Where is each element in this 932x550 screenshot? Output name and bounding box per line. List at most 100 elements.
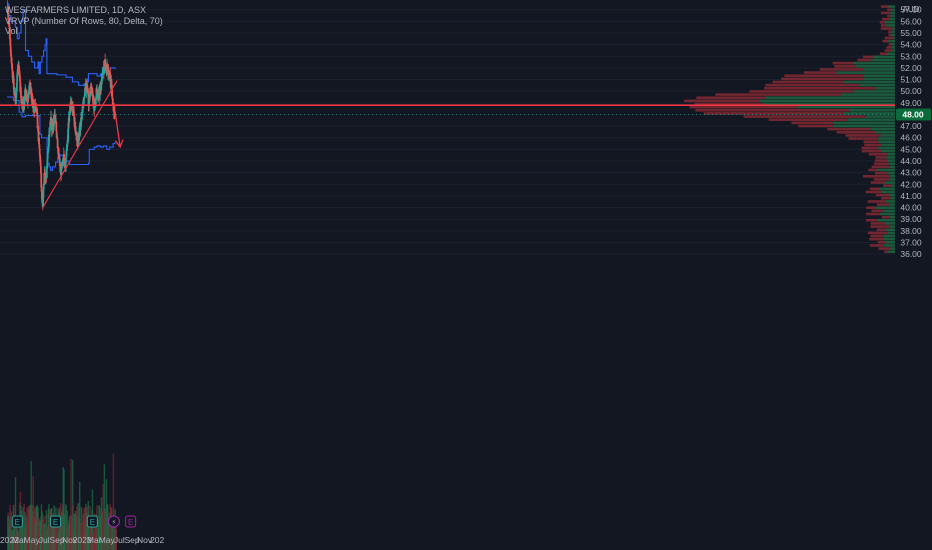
volume-profile-bar-down bbox=[715, 93, 841, 96]
volume-profile-bar-down bbox=[866, 206, 877, 210]
volume-profile-bar-up bbox=[875, 86, 895, 90]
candle-body bbox=[19, 87, 22, 98]
volume-profile-bar-down bbox=[857, 58, 871, 62]
trendline[interactable] bbox=[42, 80, 118, 208]
volume-profile-bar-up bbox=[882, 234, 895, 238]
candle-body bbox=[94, 98, 97, 105]
volume-profile-bar-up bbox=[877, 168, 895, 172]
down-arrow-line[interactable] bbox=[114, 110, 121, 148]
price-tick-label: 56.00 bbox=[900, 16, 922, 26]
volume-bar bbox=[103, 464, 106, 550]
earnings-icon[interactable] bbox=[125, 515, 137, 528]
volume-profile-bar-down bbox=[870, 234, 883, 238]
volume-profile-bar-down bbox=[864, 143, 882, 147]
volume-profile-bar-up bbox=[888, 171, 895, 175]
volume-bar bbox=[29, 504, 32, 550]
earnings-label: E bbox=[128, 518, 133, 527]
volume-profile-bar-up bbox=[891, 46, 895, 49]
candle-body bbox=[18, 65, 20, 72]
volume-profile-bar-down bbox=[863, 140, 879, 144]
volume-bar bbox=[105, 479, 108, 550]
volume-profile-bar-down bbox=[879, 20, 885, 24]
volume-profile-bar-down bbox=[880, 11, 890, 15]
volume-bar bbox=[95, 515, 97, 550]
time-tick-label: Jul bbox=[39, 535, 50, 545]
volume-profile-bar-down bbox=[781, 77, 864, 81]
volume-profile-bar-down bbox=[836, 130, 876, 134]
indicator-label[interactable]: VRVP (Number Of Rows, 80, Delta, 70) bbox=[5, 15, 163, 26]
volume-bar bbox=[115, 529, 118, 550]
volume-profile-bar-up bbox=[877, 218, 895, 222]
volume-profile-bar-down bbox=[882, 17, 891, 21]
dividend-icon[interactable] bbox=[107, 515, 120, 528]
volume-profile-bar-down bbox=[877, 240, 886, 244]
earnings-icon[interactable] bbox=[11, 515, 23, 528]
volume-profile-bar-down bbox=[819, 68, 864, 71]
volume-profile-bar-down bbox=[874, 162, 889, 166]
volume-profile-bar-down bbox=[869, 244, 884, 247]
volume-profile-bar-up bbox=[892, 8, 895, 12]
volume-profile-bar-down bbox=[845, 134, 881, 137]
price-tick-label: 43.00 bbox=[900, 168, 922, 178]
volume-bar bbox=[101, 511, 104, 550]
price-axis[interactable] bbox=[895, 0, 932, 550]
price-tick-label: 45.00 bbox=[900, 144, 922, 154]
volume-profile-bar-up bbox=[887, 52, 895, 56]
volume-profile-bar-up bbox=[889, 11, 895, 15]
volume-profile-bar-down bbox=[874, 159, 888, 162]
volume-bar bbox=[13, 516, 15, 550]
volume-profile-bar-up bbox=[875, 130, 895, 134]
candle-body bbox=[12, 78, 15, 90]
volume-profile-bar-up bbox=[890, 225, 895, 228]
volume-profile-bar-up bbox=[766, 96, 895, 100]
volume-bar bbox=[70, 458, 72, 550]
price-tick-label: 37.00 bbox=[900, 238, 922, 248]
candle-body bbox=[79, 126, 82, 131]
volume-profile-bar-down bbox=[703, 112, 844, 115]
candle-body bbox=[53, 115, 56, 122]
volume-profile-bar-down bbox=[886, 46, 892, 49]
volume-profile-bar-up bbox=[888, 5, 895, 8]
volume-profile-bar-down bbox=[887, 8, 893, 12]
volume-profile-bar-down bbox=[876, 203, 889, 206]
volume-profile-bar-down bbox=[772, 80, 844, 84]
symbol-title[interactable]: WESFARMERS LIMITED, 1D, ASX bbox=[5, 5, 147, 15]
volume-bar bbox=[102, 483, 104, 550]
volume-label[interactable]: Vol bbox=[5, 26, 18, 36]
volume-bar bbox=[112, 453, 115, 550]
volume-profile-bar-up bbox=[890, 14, 895, 18]
earnings-label: E bbox=[15, 518, 20, 527]
candle-body bbox=[47, 145, 50, 149]
volume-profile-bar-down bbox=[887, 14, 891, 18]
volume-profile-bar-up bbox=[843, 112, 895, 115]
earnings-icon[interactable] bbox=[50, 515, 62, 528]
volume-profile-bar-up bbox=[884, 20, 895, 24]
price-tick-label: 49.00 bbox=[900, 98, 922, 108]
earnings-icon[interactable] bbox=[86, 515, 98, 528]
candle-body bbox=[73, 116, 76, 123]
candle-body bbox=[68, 113, 71, 122]
volume-profile-bar-up bbox=[891, 30, 895, 34]
volume-profile-bar-down bbox=[884, 49, 893, 52]
candle-body bbox=[49, 121, 52, 127]
volume-profile-bar-down bbox=[861, 146, 879, 150]
candle-body bbox=[45, 168, 48, 178]
volume-bar bbox=[74, 511, 77, 550]
volume-profile-bar-up bbox=[885, 200, 895, 203]
volume-profile-bar-up bbox=[859, 83, 895, 87]
volume-bar bbox=[49, 508, 52, 550]
volume-profile-bar-down bbox=[870, 225, 891, 228]
volume-profile-bar-down bbox=[861, 149, 882, 153]
volume-profile-bar-down bbox=[848, 137, 878, 140]
volume-profile-bar-down bbox=[827, 127, 871, 131]
volume-bar bbox=[111, 507, 113, 550]
volume-profile-bar-down bbox=[875, 193, 889, 197]
volume-profile-bar-up bbox=[855, 64, 895, 68]
time-tick-label: Nov bbox=[62, 535, 78, 545]
volume-profile-bar-up bbox=[877, 137, 895, 140]
volume-bar bbox=[65, 505, 67, 550]
volume-profile-bar-up bbox=[888, 203, 895, 206]
volume-profile-bar-up bbox=[883, 244, 895, 247]
candle-body bbox=[55, 122, 58, 132]
